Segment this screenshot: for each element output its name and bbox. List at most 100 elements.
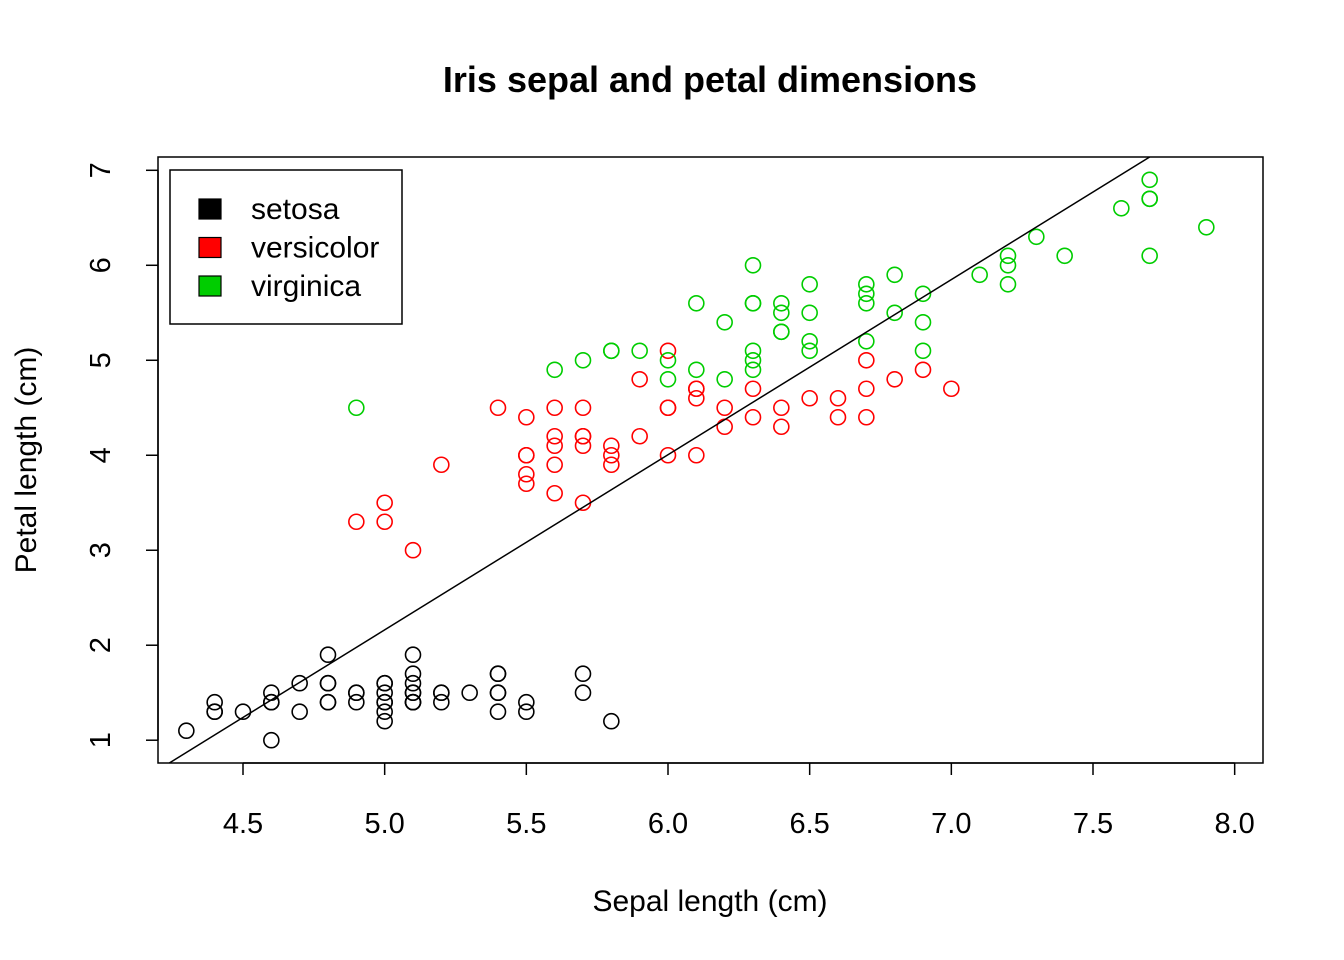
data-point bbox=[801, 389, 818, 407]
data-point bbox=[999, 247, 1017, 265]
data-point bbox=[1056, 247, 1073, 265]
data-point bbox=[688, 446, 705, 464]
data-point bbox=[744, 380, 762, 398]
y-axis: 1 2 3 4 5 6 7 bbox=[85, 162, 159, 748]
legend-swatch-versicolor bbox=[198, 236, 222, 259]
y-axis-label: Petal length (cm) bbox=[10, 347, 43, 574]
data-point bbox=[263, 731, 280, 749]
data-point bbox=[914, 361, 932, 379]
data-point bbox=[546, 427, 563, 445]
data-point bbox=[546, 456, 563, 474]
data-point bbox=[801, 275, 818, 293]
data-point bbox=[376, 712, 393, 730]
data-point bbox=[688, 361, 705, 379]
x-tick-label: 6.5 bbox=[790, 808, 830, 840]
data-point bbox=[234, 703, 252, 721]
data-point bbox=[319, 674, 337, 692]
legend-swatch-virginica bbox=[198, 275, 222, 297]
data-point bbox=[433, 693, 450, 711]
data-point bbox=[348, 513, 365, 531]
legend-label-virginica: virginica bbox=[251, 270, 361, 303]
data-point bbox=[914, 342, 932, 360]
data-point bbox=[518, 703, 535, 721]
data-point bbox=[433, 456, 450, 474]
data-point bbox=[858, 332, 875, 350]
data-point bbox=[971, 266, 988, 284]
data-point bbox=[291, 703, 308, 721]
data-point bbox=[546, 399, 563, 417]
y-tick-label: 2 bbox=[85, 637, 117, 653]
data-point bbox=[773, 323, 790, 341]
data-point bbox=[631, 370, 648, 388]
data-point bbox=[603, 437, 620, 455]
data-point bbox=[461, 684, 478, 702]
data-point bbox=[688, 389, 705, 407]
legend: setosa versicolor virginica bbox=[169, 169, 403, 325]
y-tick-label: 3 bbox=[85, 542, 117, 558]
data-point bbox=[1028, 228, 1045, 246]
data-point bbox=[631, 342, 648, 360]
data-point bbox=[744, 342, 762, 360]
data-point bbox=[744, 294, 762, 312]
data-point bbox=[858, 380, 875, 398]
data-point bbox=[404, 646, 422, 664]
data-point bbox=[404, 674, 422, 692]
data-point bbox=[688, 294, 705, 312]
data-point bbox=[659, 342, 677, 360]
y-tick-label: 5 bbox=[85, 352, 117, 368]
data-point bbox=[376, 684, 393, 702]
data-point bbox=[376, 674, 393, 692]
data-point bbox=[518, 465, 535, 483]
x-tick-label: 5.5 bbox=[506, 808, 546, 840]
x-tick-label: 7.5 bbox=[1073, 808, 1113, 840]
data-point bbox=[716, 399, 733, 417]
y-tick-label: 6 bbox=[85, 257, 117, 273]
data-point bbox=[376, 703, 393, 721]
data-point bbox=[489, 665, 507, 683]
data-point bbox=[546, 361, 563, 379]
data-point bbox=[631, 427, 648, 445]
data-point bbox=[263, 693, 280, 711]
data-point bbox=[178, 722, 195, 740]
x-tick-label: 5.0 bbox=[365, 808, 405, 840]
data-point bbox=[886, 266, 903, 284]
data-point bbox=[688, 380, 705, 398]
y-tick-label: 4 bbox=[85, 447, 117, 463]
data-point bbox=[319, 646, 337, 664]
data-point bbox=[376, 513, 393, 531]
x-tick-label: 4.5 bbox=[223, 808, 263, 840]
data-point bbox=[404, 684, 422, 702]
legend-label-setosa: setosa bbox=[251, 193, 340, 226]
data-point bbox=[574, 351, 592, 369]
data-point bbox=[603, 456, 620, 474]
y-tick-label: 1 bbox=[85, 732, 117, 748]
data-point bbox=[744, 408, 762, 426]
data-points bbox=[178, 171, 1215, 749]
data-point bbox=[773, 294, 790, 312]
y-tick-label: 7 bbox=[85, 162, 117, 178]
data-point bbox=[829, 408, 847, 426]
data-point bbox=[1141, 190, 1158, 208]
data-point bbox=[659, 399, 677, 417]
data-point bbox=[659, 351, 677, 369]
data-point bbox=[999, 275, 1017, 293]
data-point bbox=[858, 294, 875, 312]
data-point bbox=[773, 304, 790, 322]
data-point bbox=[659, 446, 677, 464]
data-point bbox=[999, 256, 1017, 274]
data-point bbox=[1141, 171, 1158, 189]
legend-swatch-setosa bbox=[198, 198, 222, 220]
data-point bbox=[603, 712, 620, 730]
regression-line bbox=[168, 156, 1151, 764]
data-point bbox=[744, 351, 762, 369]
data-point bbox=[348, 399, 365, 417]
x-axis: 4.5 5.0 5.5 6.0 6.5 7.0 7.5 8.0 bbox=[223, 762, 1255, 840]
data-point bbox=[291, 674, 308, 692]
data-point bbox=[574, 684, 592, 702]
data-point bbox=[943, 380, 960, 398]
data-point bbox=[518, 408, 535, 426]
data-point bbox=[744, 361, 762, 379]
data-point bbox=[574, 665, 592, 683]
data-point bbox=[489, 703, 507, 721]
